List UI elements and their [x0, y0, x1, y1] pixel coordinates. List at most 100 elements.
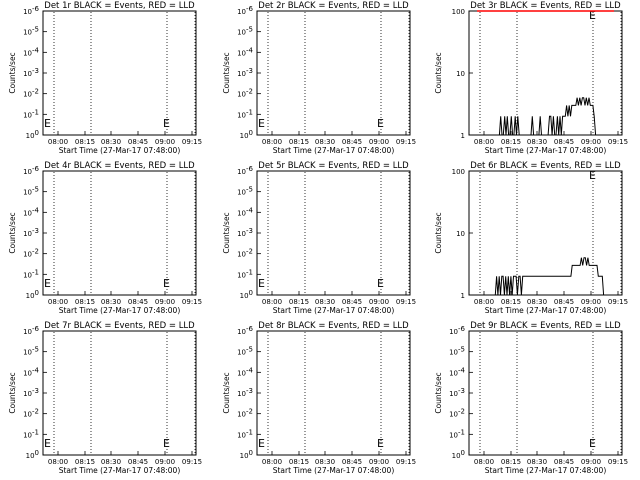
y-tick-label: 10-3 — [23, 227, 39, 238]
x-tick-label: 08:45 — [554, 298, 574, 306]
x-tick-label: 09:00 — [581, 138, 601, 146]
y-tick-label: 10-6 — [23, 5, 39, 16]
y-tick-label: 100 — [26, 449, 39, 460]
x-tick-label: 09:00 — [369, 458, 389, 466]
panel-title: Det 5r BLACK = Events, RED = LLD — [258, 161, 409, 171]
y-tick-exponent: 0 — [461, 449, 465, 457]
y-tick-label: 10-2 — [237, 88, 253, 99]
x-tick-label: 08:30 — [101, 138, 121, 146]
y-tick-exponent: -5 — [32, 346, 39, 354]
y-tick-exponent: -3 — [32, 227, 39, 235]
x-tick-label: 09:00 — [581, 298, 601, 306]
x-tick-label: 08:45 — [128, 138, 148, 146]
y-axis-label: Counts/sec — [8, 52, 17, 93]
y-tick-exponent: -3 — [32, 67, 39, 75]
plot-frame — [42, 330, 197, 456]
x-axis-label: Start Time (27-Mar-17 07:48:00) — [273, 466, 395, 475]
x-tick-label: 08:15 — [75, 298, 95, 306]
x-tick-label: 08:30 — [101, 298, 121, 306]
panel-det-7: Det 7r BLACK = Events, RED = LLD 100 10-1 1… — [8, 321, 202, 475]
x-tick-label: 09:15 — [608, 458, 628, 466]
x-tick-label: 08:15 — [289, 298, 309, 306]
panel-det-4: Det 4r BLACK = Events, RED = LLD 100 10-1 1… — [8, 161, 202, 315]
x-tick-label: 09:15 — [182, 138, 202, 146]
y-tick-exponent: -2 — [246, 88, 253, 96]
y-tick-label: 10-2 — [23, 408, 39, 419]
y-tick-label: 10-1 — [237, 268, 253, 279]
y-tick-exponent: -4 — [32, 206, 40, 214]
y-tick-label: 10-2 — [237, 408, 253, 419]
y-axis-label: Counts/sec — [8, 372, 17, 413]
x-tick-label: 08:15 — [289, 458, 309, 466]
y-tick-exponent: -5 — [458, 346, 465, 354]
y-tick-exponent: -3 — [458, 387, 465, 395]
x-axis-label: Start Time (27-Mar-17 07:48:00) — [485, 306, 607, 315]
y-tick-exponent: -5 — [32, 26, 39, 34]
y-tick-label: 100 — [240, 449, 253, 460]
y-tick-exponent: -5 — [246, 26, 253, 34]
y-tick-label: 100 — [452, 449, 465, 460]
y-tick-label: 10-2 — [23, 248, 39, 259]
x-tick-label: 09:00 — [581, 458, 601, 466]
y-tick-exponent: -6 — [458, 325, 466, 333]
x-tick-label: 08:15 — [289, 138, 309, 146]
x-tick-label: 08:00 — [48, 458, 68, 466]
y-tick-exponent: -1 — [32, 108, 39, 116]
x-tick-label: 08:00 — [474, 138, 494, 146]
y-axis-label: Counts/sec — [434, 212, 443, 253]
y-axis-label: Counts/sec — [8, 212, 17, 253]
x-tick-label: 09:00 — [155, 458, 175, 466]
y-axis-label: Counts/sec — [434, 372, 443, 413]
y-tick-exponent: -4 — [246, 206, 254, 214]
y-axis-label: Counts/sec — [222, 372, 231, 413]
y-tick-exponent: -6 — [246, 5, 254, 13]
y-tick-label: 10-6 — [23, 165, 39, 176]
x-tick-label: 08:30 — [315, 298, 335, 306]
y-tick-label: 10-3 — [449, 387, 465, 398]
panel-title: Det 7r BLACK = Events, RED = LLD — [44, 321, 195, 331]
y-tick-exponent: 0 — [249, 289, 253, 297]
x-tick-label: 08:45 — [342, 458, 362, 466]
y-tick-label: 10-5 — [449, 346, 465, 357]
y-tick-label: 10-4 — [237, 366, 253, 377]
panel-title: Det 9r BLACK = Events, RED = LLD — [470, 321, 621, 331]
y-axis-label: Counts/sec — [222, 212, 231, 253]
y-tick-label: 100 — [240, 129, 253, 140]
events-series-line — [477, 97, 614, 136]
y-tick-exponent: -5 — [246, 186, 253, 194]
x-tick-label: 08:30 — [527, 138, 547, 146]
y-tick-label: 10-1 — [237, 108, 253, 119]
event-marker: E — [163, 117, 170, 130]
x-tick-label: 09:15 — [182, 298, 202, 306]
y-tick-exponent: 0 — [249, 449, 253, 457]
panel-title: Det 8r BLACK = Events, RED = LLD — [258, 321, 409, 331]
y-tick-label: 10-6 — [23, 325, 39, 336]
y-axis-label: Counts/sec — [222, 52, 231, 93]
y-tick-exponent: -1 — [246, 428, 253, 436]
panel-det-5: Det 5r BLACK = Events, RED = LLD 100 10-1 1… — [222, 161, 416, 315]
x-tick-label: 08:00 — [48, 298, 68, 306]
plot-frame — [42, 170, 197, 296]
y-tick-label: 10-1 — [23, 108, 39, 119]
y-tick-exponent: -3 — [246, 67, 253, 75]
y-tick-exponent: -3 — [246, 227, 253, 235]
x-axis-label: Start Time (27-Mar-17 07:48:00) — [485, 146, 607, 155]
x-tick-label: 08:15 — [75, 138, 95, 146]
event-marker: E — [589, 9, 596, 22]
plot-frame — [256, 330, 411, 456]
y-tick-label: 100 — [452, 8, 465, 16]
y-tick-exponent: -6 — [32, 325, 40, 333]
y-tick-label: 10-3 — [237, 387, 253, 398]
event-marker: E — [589, 169, 596, 182]
y-tick-label: 10 — [456, 230, 465, 238]
x-tick-label: 08:45 — [554, 138, 574, 146]
y-tick-exponent: -2 — [458, 408, 465, 416]
x-tick-label: 08:15 — [501, 138, 521, 146]
y-tick-label: 10-3 — [23, 67, 39, 78]
y-tick-exponent: -4 — [458, 366, 466, 374]
y-tick-exponent: 0 — [249, 129, 253, 137]
event-marker: E — [258, 117, 265, 130]
x-tick-label: 08:30 — [315, 138, 335, 146]
y-tick-label: 100 — [452, 168, 465, 176]
y-tick-label: 100 — [26, 289, 39, 300]
